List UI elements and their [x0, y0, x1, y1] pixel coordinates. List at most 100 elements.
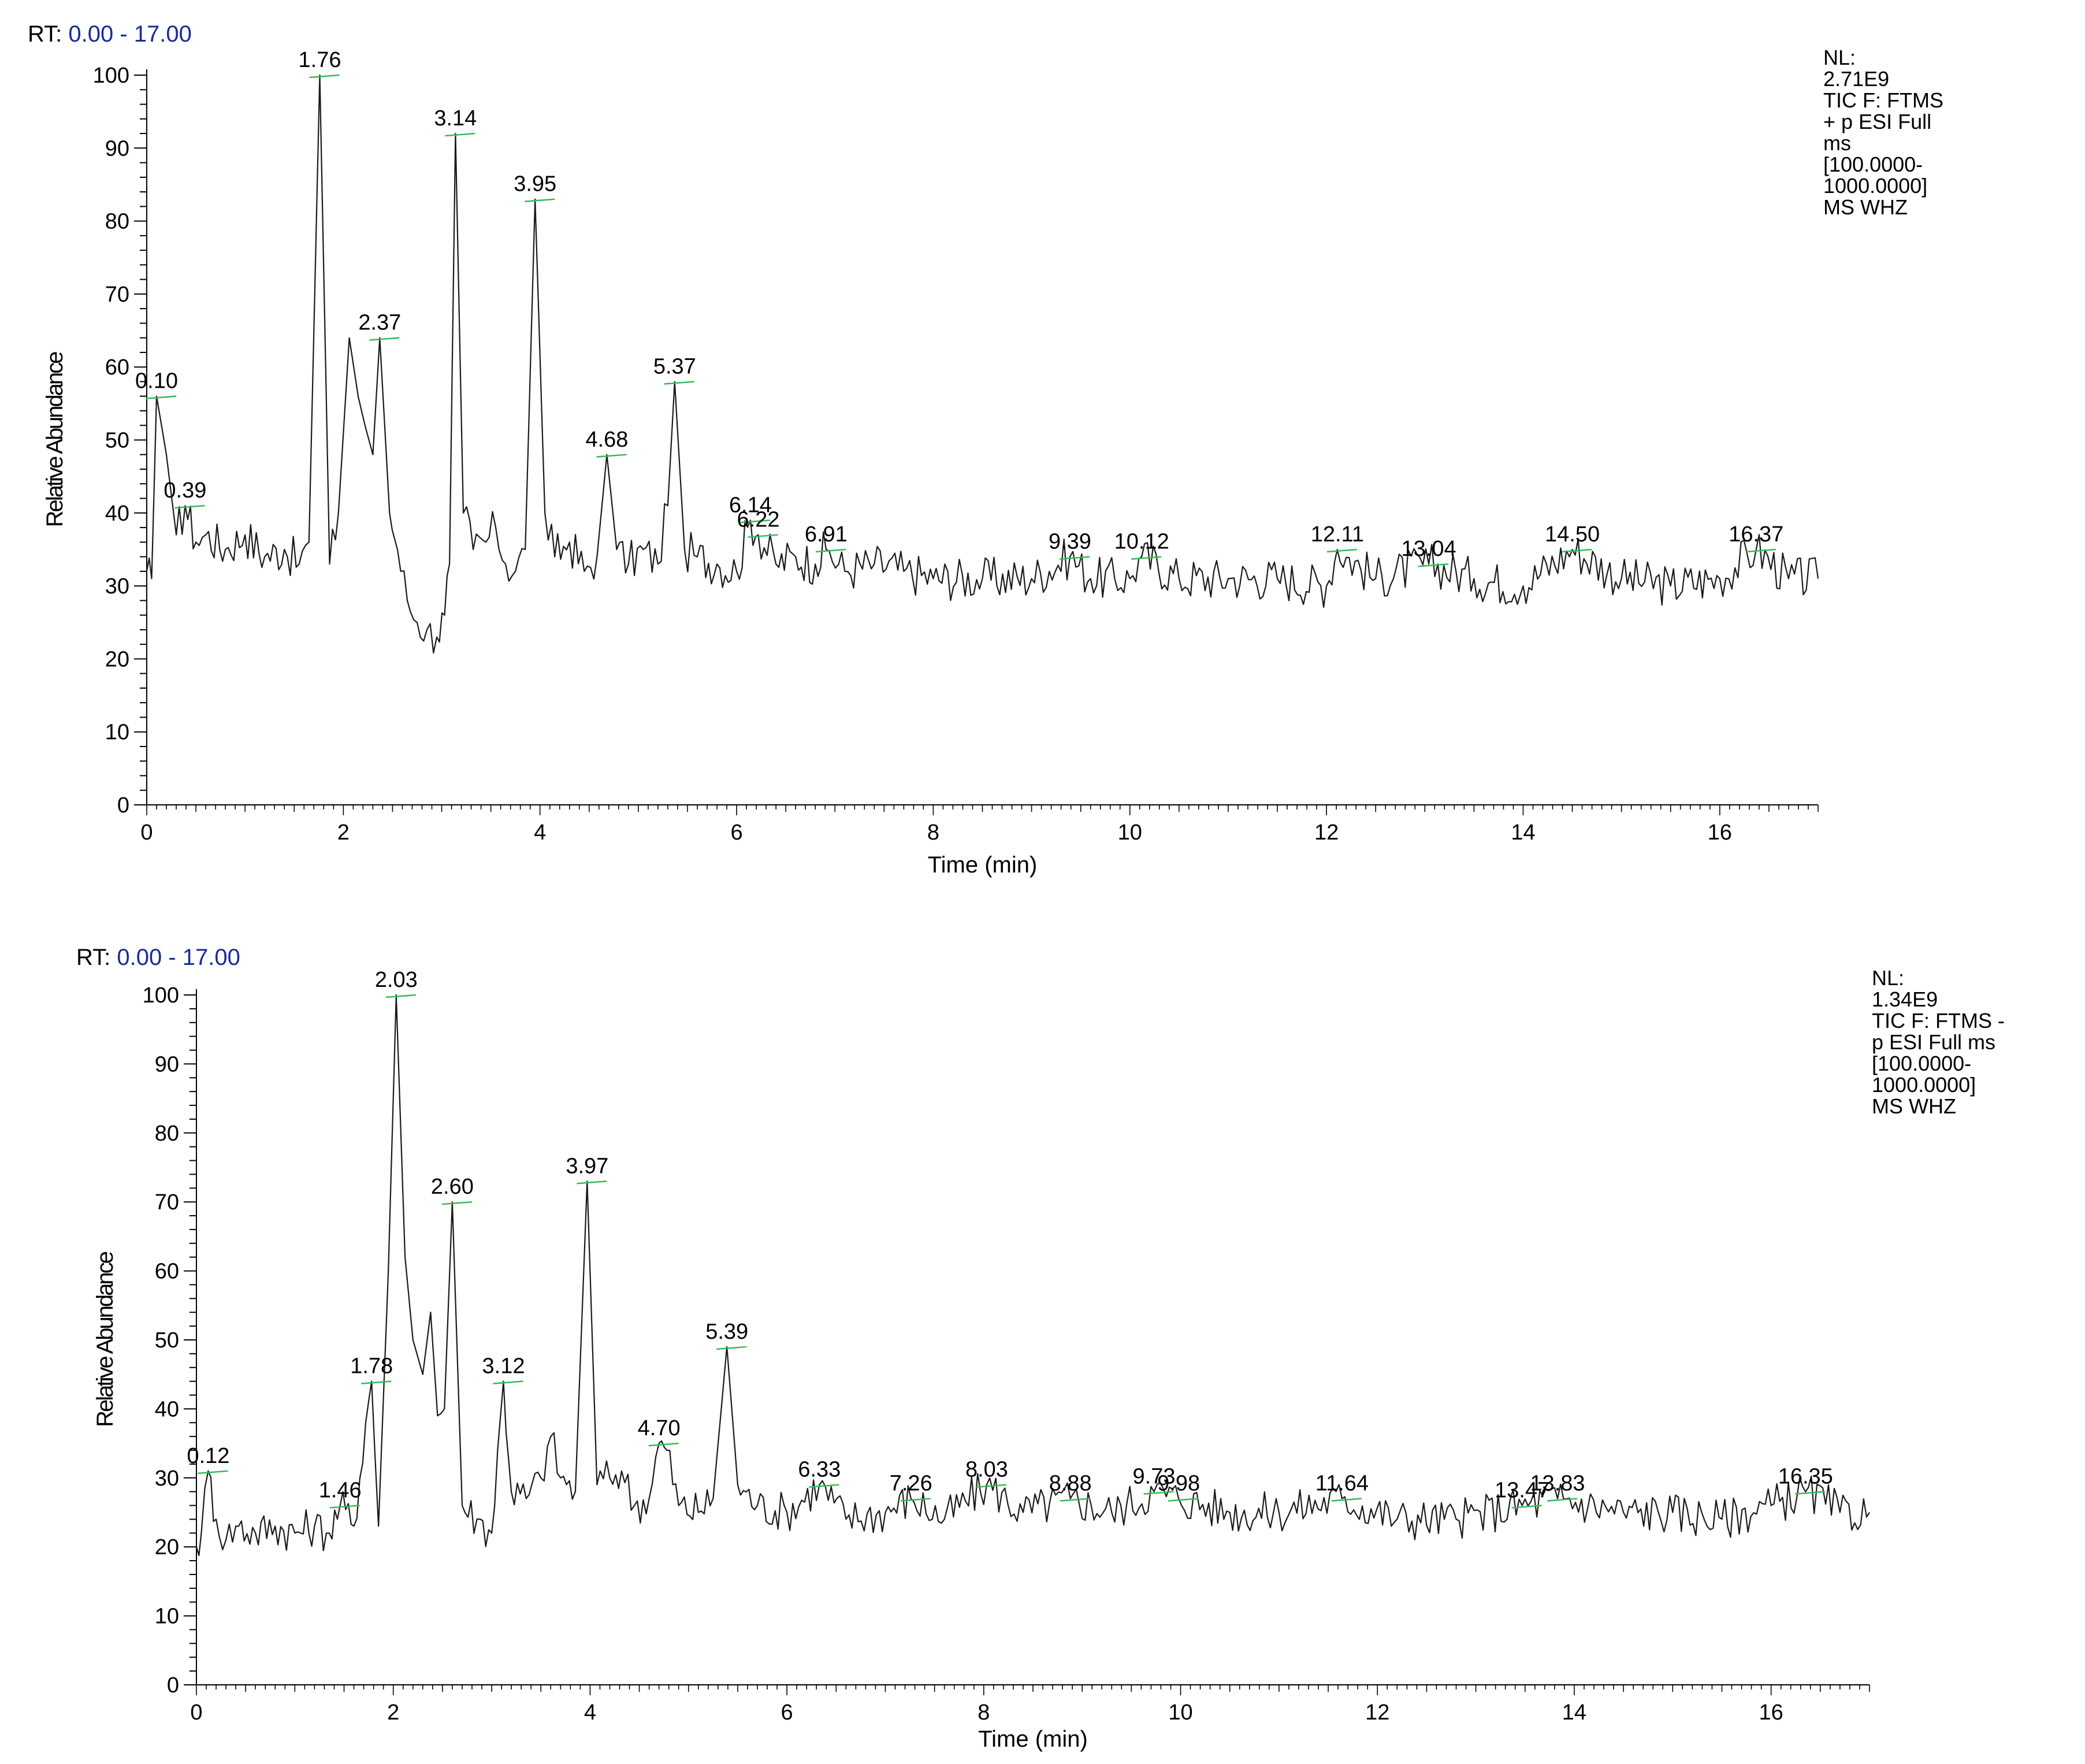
peak-marker: [174, 504, 205, 509]
peak-marker: [1143, 1491, 1174, 1495]
peak-label: 4.70: [638, 1416, 681, 1440]
y-tick-label: 100: [93, 64, 129, 88]
peak-marker: [809, 1484, 839, 1488]
peak-marker: [493, 1380, 523, 1384]
x-tick-label: 2: [387, 1700, 399, 1725]
peak-label: 9.39: [1049, 530, 1091, 554]
y-tick-label: 10: [105, 721, 129, 745]
peak-label: 6.22: [737, 508, 780, 532]
info-line: [100.0000-: [1823, 153, 1923, 176]
x-tick-label: 4: [534, 820, 546, 845]
y-tick-label: 50: [105, 429, 129, 453]
peak-label: 11.64: [1315, 1472, 1369, 1496]
peak-label: 3.97: [566, 1154, 608, 1178]
y-tick-label: 90: [155, 1052, 179, 1076]
peak-label: 10.12: [1114, 530, 1169, 554]
x-tick-label: 12: [1365, 1700, 1389, 1725]
y-tick-label: 70: [105, 283, 129, 307]
peak-label: 13.47: [1495, 1479, 1549, 1503]
peak-label: 13.04: [1402, 537, 1456, 561]
peak-marker: [900, 1498, 931, 1502]
peak-marker: [1745, 548, 1776, 553]
info-line: 1000.0000]: [1823, 174, 1927, 198]
peak-marker: [309, 74, 340, 79]
peak-label: 3.14: [434, 106, 477, 131]
peak-label: 8.03: [965, 1458, 1008, 1482]
rt-range: 0.00 - 17.00: [68, 21, 192, 47]
peak-marker: [976, 1484, 1007, 1488]
peak-marker: [1131, 556, 1162, 560]
peak-label: 2.03: [375, 968, 418, 992]
peak-marker: [445, 132, 475, 137]
y-tick-label: 20: [155, 1535, 179, 1559]
peak-marker: [577, 1180, 607, 1184]
peak-marker: [441, 1201, 473, 1205]
peak-marker: [361, 1380, 392, 1384]
x-tick-label: 2: [337, 820, 350, 845]
peak-label: 0.12: [187, 1444, 229, 1468]
x-tick-label: 8: [927, 820, 939, 845]
y-tick-label: 30: [155, 1466, 179, 1491]
peak-label: 7.26: [890, 1472, 932, 1496]
peak-marker: [1511, 1505, 1542, 1509]
peak-marker: [329, 1505, 360, 1509]
x-tick-label: 0: [190, 1700, 202, 1725]
peak-label: 6.14: [729, 493, 772, 517]
y-tick-label: 40: [155, 1397, 179, 1421]
x-tick-label: 16: [1708, 820, 1732, 845]
tic-trace: [146, 74, 1819, 654]
x-axis-label: Time (min): [928, 852, 1038, 878]
peak-label: 13.83: [1530, 1472, 1585, 1496]
info-line: 1000.0000]: [1872, 1073, 1976, 1097]
y-axis-label: Relative Abundance: [92, 1251, 118, 1427]
peak-marker: [198, 1470, 228, 1475]
y-tick-label: 100: [143, 983, 179, 1008]
x-tick-label: 14: [1511, 820, 1535, 845]
info-line: NL:: [1823, 46, 1856, 69]
peak-label: 8.88: [1049, 1472, 1092, 1496]
peak-marker: [1418, 563, 1449, 567]
peak-marker: [1060, 1498, 1090, 1502]
y-tick-label: 60: [105, 355, 129, 380]
peak-marker: [748, 534, 778, 538]
peak-label: 6.33: [798, 1458, 841, 1482]
info-line: MS WHZ: [1823, 195, 1908, 219]
rt-range: 0.00 - 17.00: [117, 945, 240, 970]
peak-marker: [1795, 1491, 1826, 1495]
info-line: NL:: [1872, 966, 1904, 990]
peak-label: 3.95: [514, 172, 556, 196]
peak-marker: [1168, 1498, 1199, 1502]
info-line: 1.34E9: [1872, 987, 1938, 1011]
info-line: MS WHZ: [1872, 1094, 1956, 1118]
rt-prefix: RT:: [28, 21, 68, 47]
info-line: TIC F: FTMS -: [1872, 1009, 2005, 1033]
y-tick-label: 0: [167, 1673, 179, 1698]
peak-label: 9.98: [1157, 1472, 1200, 1496]
y-tick-label: 0: [117, 793, 129, 818]
peak-label: 5.39: [705, 1320, 748, 1344]
peak-label: 1.46: [319, 1479, 362, 1503]
rt-label: RT: 0.00 - 17.00: [76, 945, 240, 970]
x-tick-label: 4: [584, 1700, 596, 1725]
peak-marker: [648, 1442, 679, 1447]
x-tick-label: 0: [140, 820, 153, 845]
y-tick-label: 80: [155, 1121, 179, 1146]
peak-marker: [1562, 548, 1592, 553]
peak-marker: [664, 381, 694, 385]
peak-label: 4.68: [585, 428, 628, 452]
peak-label: 1.78: [350, 1354, 393, 1379]
info-line: p ESI Full ms: [1872, 1030, 1995, 1054]
rt-prefix: RT:: [76, 945, 117, 970]
peak-label: 12.11: [1311, 522, 1364, 547]
x-tick-label: 16: [1759, 1700, 1783, 1725]
peak-label: 0.10: [135, 369, 178, 393]
x-tick-label: 10: [1118, 820, 1142, 845]
peak-marker: [596, 454, 627, 458]
info-line: TIC F: FTMS: [1823, 88, 1943, 112]
x-tick-label: 8: [978, 1700, 990, 1725]
peak-marker: [525, 198, 555, 202]
x-tick-label: 6: [730, 820, 742, 845]
info-line: 2.71E9: [1823, 67, 1889, 91]
